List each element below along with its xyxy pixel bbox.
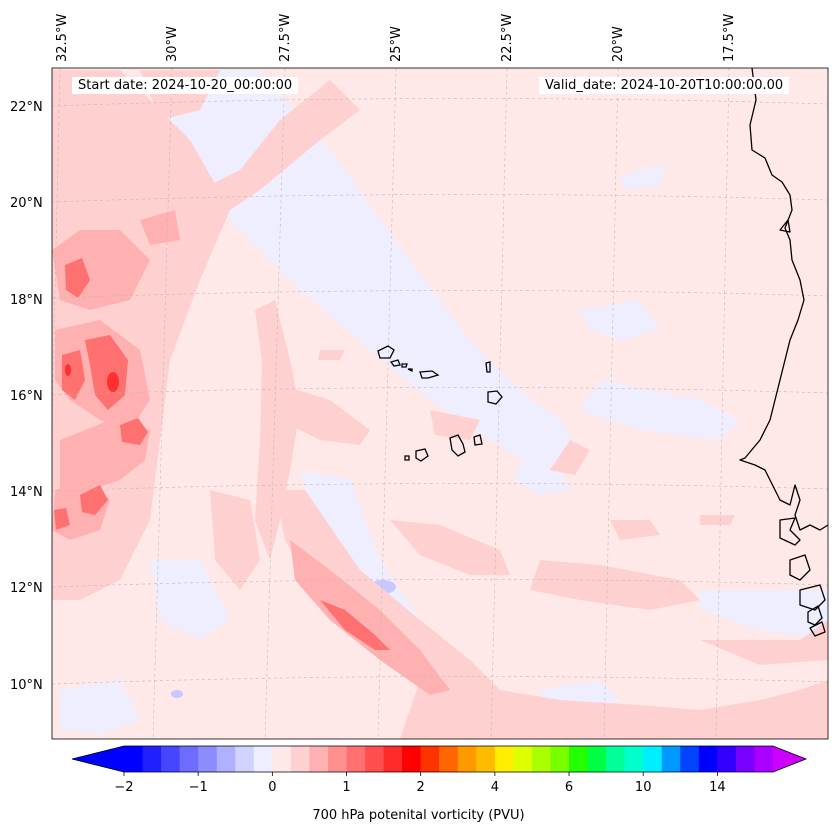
positive-pv-strong [54, 258, 390, 650]
positive-pv-max [65, 364, 119, 392]
colorbar-segment [402, 746, 422, 772]
lon-label: 22.5°W [500, 14, 515, 62]
colorbar-segment [494, 746, 514, 772]
colorbar-segment [624, 746, 644, 772]
colorbar-segment [124, 746, 144, 772]
colorbar-segment [142, 746, 162, 772]
meridian-line [264, 68, 286, 739]
colorbar-segment [735, 746, 756, 772]
meridian-line [152, 68, 173, 739]
colorbar-ticks: −2 −1 0 1 2 4 6 10 14 [114, 772, 726, 795]
parallel-line [52, 676, 828, 685]
lat-label: 14°N [10, 485, 43, 500]
colorbar-segment [680, 746, 700, 772]
colorbar [71, 745, 808, 773]
longitude-labels: 32.5°W 30°W 27.5°W 25°W 22.5°W 20°W 17.5… [55, 14, 737, 62]
colorbar-tick-label: 4 [491, 780, 499, 795]
meridian-line [490, 68, 508, 739]
lon-label: 17.5°W [722, 14, 737, 62]
meridian-line [377, 68, 397, 739]
valid-date-label: Valid_date: 2024-10-20T10:00:00.00 [539, 77, 790, 94]
lon-label: 30°W [165, 26, 180, 62]
africa-coastline [739, 68, 828, 531]
map-area[interactable] [45, 68, 828, 739]
colorbar-segment [698, 746, 718, 772]
lon-label: 20°W [611, 26, 626, 62]
colorbar-segment [717, 746, 737, 772]
colorbar-tick-label: −2 [114, 780, 133, 795]
colorbar-tick-label: 0 [268, 780, 276, 795]
meridian-line [715, 68, 730, 739]
colorbar-segment [420, 746, 440, 772]
colorbar-segment [513, 746, 533, 772]
colorbar-segment [161, 746, 181, 772]
colorbar-segment [216, 746, 236, 772]
lon-label: 32.5°W [55, 14, 70, 62]
colorbar-segment [606, 746, 626, 772]
lat-label: 22°N [10, 100, 43, 115]
colorbar-segment [365, 746, 385, 772]
colorbar-segment [531, 746, 552, 772]
colorbar-segment [327, 746, 348, 772]
colorbar-tick-label: 2 [417, 780, 425, 795]
colorbar-segment [272, 746, 292, 772]
colorbar-segment [253, 746, 273, 772]
lat-label: 18°N [10, 293, 43, 308]
colorbar-segment [550, 746, 570, 772]
lat-label: 16°N [10, 389, 43, 404]
lon-label: 25°W [389, 26, 404, 62]
colorbar-title: 700 hPa potenital vorticity (PVU) [312, 808, 525, 823]
colorbar-tick-label: 14 [709, 780, 726, 795]
colorbar-extend-max [773, 746, 806, 772]
colorbar-segment [179, 746, 199, 772]
colorbar-segment [661, 746, 681, 772]
colorbar-segment [290, 746, 311, 772]
latitude-labels: 22°N 20°N 18°N 16°N 14°N 12°N 10°N [10, 100, 43, 693]
lat-label: 12°N [10, 581, 43, 596]
colorbar-segment [754, 746, 774, 772]
start-date-label: Start date: 2024-10-20_00:00:00 [72, 77, 299, 94]
parallel-line [52, 290, 828, 299]
colorbar-extend-min [72, 746, 124, 772]
cape-verde-islands [377, 345, 503, 462]
parallel-line [52, 387, 828, 396]
colorbar-segment [439, 746, 459, 772]
colorbar-segment [309, 746, 329, 772]
colorbar-tick-label: −1 [189, 780, 208, 795]
colorbar-tick-label: 1 [342, 780, 350, 795]
colorbar-segment [235, 746, 255, 772]
lat-label: 20°N [10, 196, 43, 211]
parallel-line [52, 194, 828, 203]
colorbar-segment [569, 746, 589, 772]
meridian-line [603, 68, 619, 739]
colorbar-segment [383, 746, 403, 772]
gridlines [52, 68, 828, 739]
colorbar-tick-label: 6 [565, 780, 573, 795]
colorbar-segment [457, 746, 477, 772]
map-frame [51, 67, 829, 740]
lon-label: 27.5°W [278, 14, 293, 62]
parallel-line [52, 579, 828, 588]
colorbar-segment [346, 746, 366, 772]
coastlines [739, 68, 828, 637]
colorbar-segment [198, 746, 218, 772]
colorbar-tick-label: 10 [635, 780, 652, 795]
colorbar-segment [476, 746, 496, 772]
colorbar-segment [643, 746, 663, 772]
parallel-line [52, 98, 828, 107]
lat-label: 10°N [10, 678, 43, 693]
colorbar-segment [587, 746, 607, 772]
parallel-line [52, 483, 828, 492]
